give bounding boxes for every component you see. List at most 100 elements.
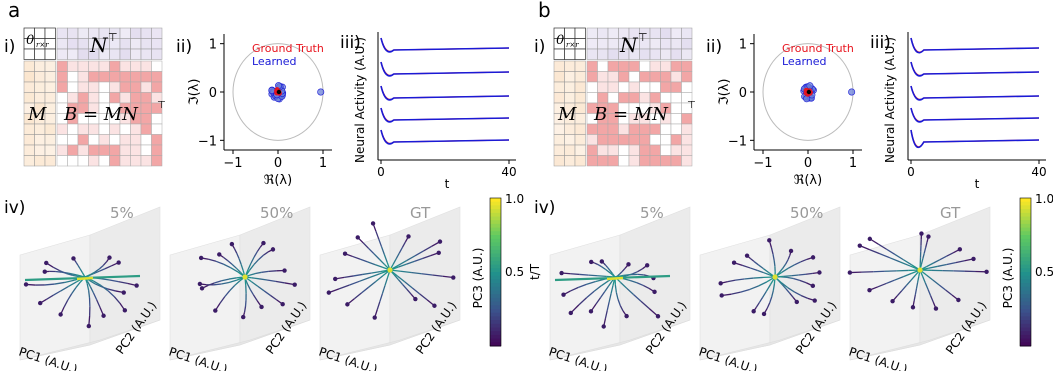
matrix-cell-m [574, 92, 586, 104]
pca-trajectory [252, 294, 258, 301]
pca-start-point [58, 312, 63, 317]
colorbar-segment [1020, 275, 1031, 280]
pca-start-point [847, 270, 853, 275]
pca-trajectory [955, 260, 965, 264]
activity-trace-learned [380, 107, 510, 123]
pca-start-point [292, 282, 297, 287]
pca-start-point [926, 234, 931, 239]
pca-trajectory [107, 290, 115, 298]
matrix-cell-b [607, 71, 619, 83]
colorbar-segment [490, 290, 501, 295]
colorbar-segment [490, 249, 501, 254]
colorbar-tick: 0.5 [505, 265, 524, 279]
pca-trajectory [379, 293, 383, 302]
activity-xtick-label: 0 [377, 165, 385, 179]
pca-trajectory [600, 291, 606, 298]
pca-pane-left [169, 234, 241, 361]
pca-trajectory [44, 283, 55, 286]
colorbar-segment [490, 272, 501, 277]
matrix-cell-n [649, 48, 661, 60]
pca-trajectory [378, 258, 386, 266]
matrix-cell-b [660, 92, 672, 104]
matrix-cell-b [67, 123, 79, 135]
pca-trajectory [869, 249, 881, 255]
colorbar-segment [1020, 279, 1031, 284]
matrix-cell-b [109, 92, 121, 104]
eigen-xtick-label: 0 [804, 156, 812, 171]
colorbar-segment [1020, 253, 1031, 258]
matrix-cell-n [130, 48, 142, 60]
matrix-cell-n [67, 27, 79, 39]
pca-trajectory [219, 296, 226, 304]
activity-trace-learned [380, 129, 510, 145]
pca-trajectory [374, 263, 383, 268]
colorbar-segment [1020, 272, 1031, 277]
matrix-cell-b [586, 60, 598, 72]
pca-start-point [86, 323, 92, 329]
pca-trajectory [765, 284, 772, 292]
pca-trajectory [94, 283, 102, 288]
colorbar-segment [490, 301, 501, 306]
colorbar-segment [1020, 264, 1031, 269]
colorbar-segment [1020, 312, 1031, 317]
pca-centerline-end [76, 276, 94, 281]
pca-trajectory [794, 291, 802, 297]
label-i: i) [4, 37, 15, 57]
pca-trajectory [60, 285, 69, 292]
matrix-cell-b [618, 144, 630, 156]
pca-trajectory [735, 278, 745, 281]
colorbar-segment [490, 279, 501, 284]
matrix-cell-b [140, 71, 152, 83]
pca-trajectory [937, 263, 947, 267]
pca-trajectory [432, 274, 443, 277]
matrix-cell-m [564, 155, 576, 167]
matrix-cell-b [618, 71, 630, 83]
matrix-cell-b [130, 81, 142, 93]
pca-trajectory [93, 270, 100, 275]
matrix-cell-b [109, 155, 121, 167]
matrix-cell-b [56, 134, 68, 146]
matrix-cell-b [88, 60, 100, 72]
colorbar-segment [1020, 246, 1031, 251]
matrix-cell-b [119, 144, 131, 156]
colorbar-segment [490, 216, 501, 221]
matrix-cell-b [618, 134, 630, 146]
pca-trajectory [577, 283, 587, 289]
matrix-cell-m [564, 81, 576, 93]
pca-trajectory [214, 280, 222, 284]
colorbar-segment [1020, 294, 1031, 299]
eigen-xtick-label: −1 [223, 156, 242, 171]
pca-trajectory [901, 285, 907, 292]
matrix-cell-b [130, 134, 142, 146]
matrix-cell-n [77, 27, 89, 39]
pca-trajectory [253, 259, 260, 265]
pca-trajectory [255, 271, 262, 275]
eigen-xtick-label: 0 [274, 156, 282, 171]
pca-trajectory [344, 275, 354, 279]
matrix-cell-n [607, 27, 619, 39]
matrix-cell-b [130, 60, 142, 72]
panel-a: ai) 0 r×r N ⊤M B = MN ⊤ii)−1 0 110−1ℜ(λ)ℑ(λ)Grou… [4, 0, 542, 371]
pca-start-point [957, 247, 963, 252]
activity-trace-learned [910, 107, 1040, 123]
pca-trajectory [923, 247, 927, 254]
pca-trajectory [423, 245, 432, 252]
pca-trajectory [595, 297, 602, 305]
matrix-cell-b [140, 81, 152, 93]
matrix-cell-n [649, 38, 661, 50]
eigen-xlabel: ℜ(λ) [794, 173, 822, 188]
matrix-cell-zero [564, 48, 576, 60]
matrix-cell-zero [34, 48, 46, 60]
colorbar-segment [1020, 320, 1031, 325]
matrix-cell-b [56, 60, 68, 72]
matrix-cell-b [618, 81, 630, 93]
pca-start-point [198, 255, 204, 261]
pca-trajectory [800, 258, 808, 263]
matrix-cell-b [77, 81, 89, 93]
pca-trajectory [46, 294, 54, 300]
pca-trajectory [920, 258, 924, 265]
pca-start-point [199, 286, 205, 291]
matrix-cell-b [67, 81, 79, 93]
pca-trajectory [740, 288, 750, 293]
